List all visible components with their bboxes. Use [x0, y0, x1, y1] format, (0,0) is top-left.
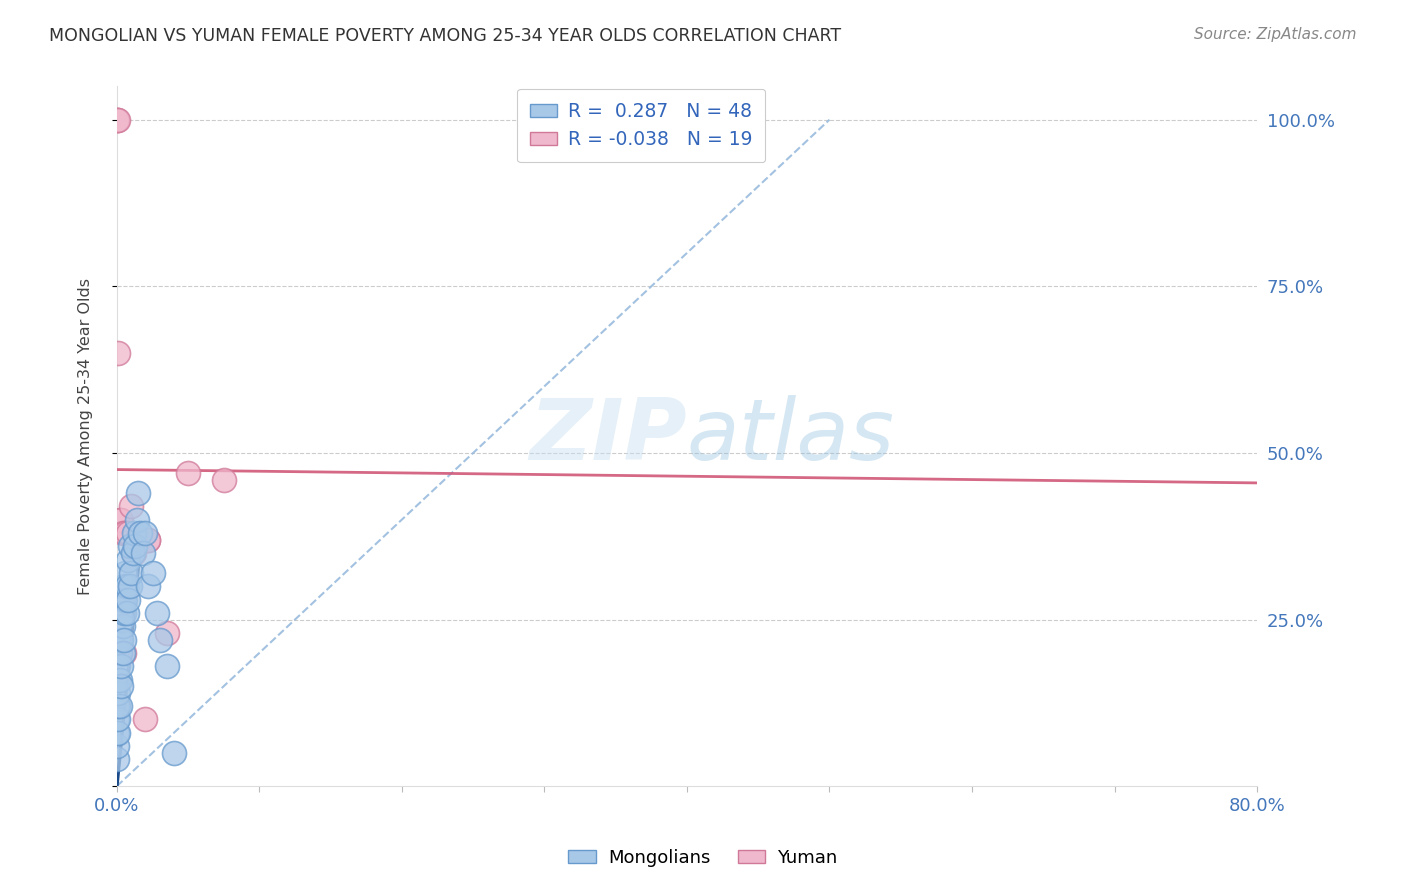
- Point: [120, 566, 142, 580]
- Point: [125, 512, 148, 526]
- Point: [121, 546, 143, 560]
- Point: [108, 512, 131, 526]
- Point: [120, 500, 142, 514]
- Point: [107, 673, 129, 687]
- Point: [212, 473, 235, 487]
- Y-axis label: Female Poverty Among 25-34 Year Olds: Female Poverty Among 25-34 Year Olds: [79, 277, 93, 595]
- Point: [107, 699, 129, 714]
- Point: [156, 625, 179, 640]
- Point: [110, 632, 132, 647]
- Point: [105, 713, 128, 727]
- Point: [110, 512, 132, 526]
- Point: [149, 632, 172, 647]
- Point: [118, 579, 141, 593]
- Point: [146, 606, 169, 620]
- Point: [118, 539, 141, 553]
- Point: [112, 579, 135, 593]
- Point: [108, 646, 131, 660]
- Point: [110, 613, 132, 627]
- Point: [105, 726, 128, 740]
- Point: [115, 579, 138, 593]
- Point: [117, 552, 139, 566]
- Point: [112, 632, 135, 647]
- Point: [122, 546, 145, 560]
- Legend: Mongolians, Yuman: Mongolians, Yuman: [561, 842, 845, 874]
- Point: [114, 566, 136, 580]
- Point: [163, 746, 186, 760]
- Point: [122, 525, 145, 540]
- Point: [127, 533, 149, 547]
- Point: [128, 525, 150, 540]
- Point: [115, 606, 138, 620]
- Point: [114, 592, 136, 607]
- Point: [124, 539, 146, 553]
- Point: [105, 112, 128, 127]
- Point: [110, 679, 132, 693]
- Point: [108, 699, 131, 714]
- Point: [107, 346, 129, 360]
- Point: [112, 646, 135, 660]
- Point: [108, 673, 131, 687]
- Point: [111, 592, 134, 607]
- Point: [107, 686, 129, 700]
- Text: Source: ZipAtlas.com: Source: ZipAtlas.com: [1194, 27, 1357, 42]
- Text: atlas: atlas: [688, 395, 896, 478]
- Point: [136, 533, 159, 547]
- Point: [156, 659, 179, 673]
- Point: [105, 112, 128, 127]
- Point: [111, 646, 134, 660]
- Point: [107, 713, 129, 727]
- Legend: R =  0.287   N = 48, R = -0.038   N = 19: R = 0.287 N = 48, R = -0.038 N = 19: [517, 88, 765, 162]
- Point: [107, 112, 129, 127]
- Point: [111, 525, 134, 540]
- Point: [136, 579, 159, 593]
- Point: [105, 699, 128, 714]
- Point: [110, 659, 132, 673]
- Point: [105, 752, 128, 766]
- Point: [108, 632, 131, 647]
- Point: [141, 566, 163, 580]
- Point: [112, 606, 135, 620]
- Point: [107, 726, 129, 740]
- Point: [107, 659, 129, 673]
- Point: [105, 739, 128, 753]
- Point: [134, 525, 156, 540]
- Point: [117, 592, 139, 607]
- Point: [111, 619, 134, 633]
- Point: [127, 486, 149, 500]
- Point: [131, 546, 153, 560]
- Point: [177, 466, 200, 480]
- Text: ZIP: ZIP: [529, 395, 688, 478]
- Point: [117, 525, 139, 540]
- Point: [134, 713, 156, 727]
- Point: [136, 533, 159, 547]
- Point: [114, 525, 136, 540]
- Text: MONGOLIAN VS YUMAN FEMALE POVERTY AMONG 25-34 YEAR OLDS CORRELATION CHART: MONGOLIAN VS YUMAN FEMALE POVERTY AMONG …: [49, 27, 841, 45]
